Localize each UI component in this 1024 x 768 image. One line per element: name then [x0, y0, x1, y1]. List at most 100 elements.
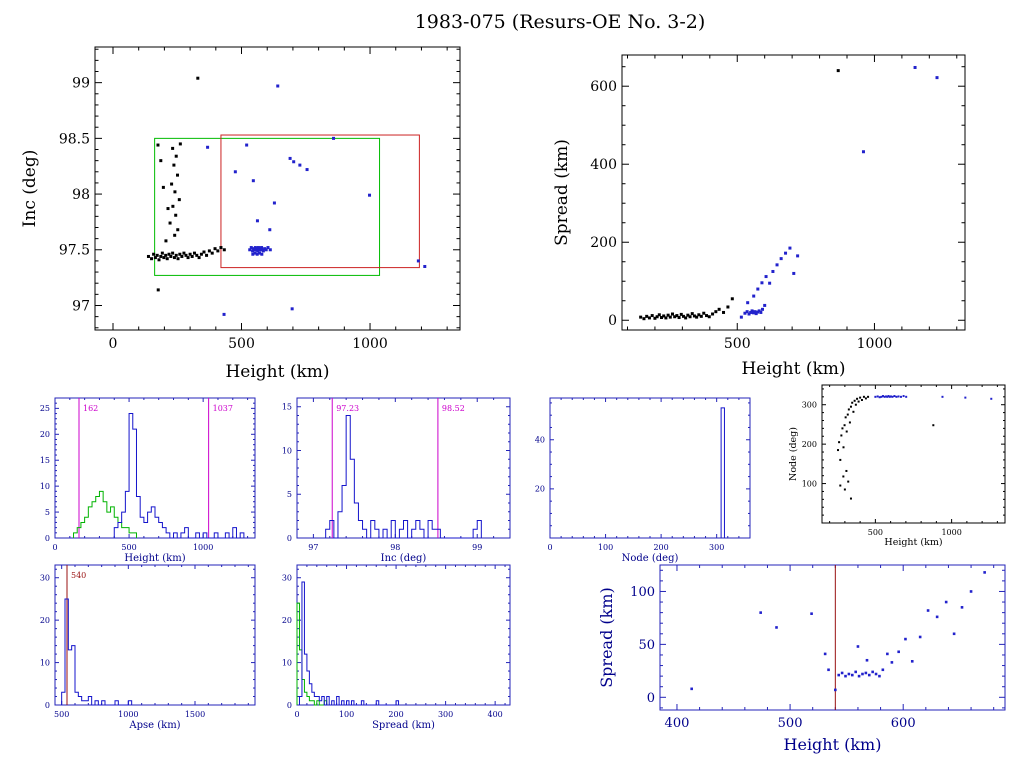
- x-tick-label: 98: [390, 543, 400, 552]
- red-selection-box: [220, 134, 420, 269]
- y-tick-label: 10: [40, 482, 50, 491]
- panel-spread-vs-height: 500 1000 0 200 400 600 Height (km) Spread (km): [552, 54, 966, 379]
- y-tick-label: 97.5: [59, 243, 90, 259]
- y-tick-label: 200: [802, 440, 817, 449]
- x-tick-label: 0: [294, 710, 299, 719]
- marker-line-label: 540: [71, 571, 86, 580]
- x-tick-label: 1000: [941, 528, 961, 537]
- x-tick-label: 300: [438, 710, 453, 719]
- y-tick-label: 600: [590, 79, 617, 95]
- y-tick-label: 15: [40, 456, 50, 465]
- inc-vs-height-axes: 0 500 1000 97 97.5 98 98.5 99 Height (km) Inc (de…: [20, 46, 461, 382]
- spread-hist-green-hist: [296, 602, 328, 706]
- marker-line-label: 98.52: [442, 404, 465, 413]
- height-hist-green-hist: [73, 490, 137, 538]
- panel-spread-hist: 0 100 200 300 400 0 10 20 30 Spread (km): [282, 564, 511, 731]
- y-tick-label: 10: [282, 446, 292, 455]
- inc-vs-height-blue-objects: [206, 84, 427, 316]
- marker-line-label: 97.23: [336, 404, 359, 413]
- x-tick-label: 97: [308, 543, 318, 552]
- node-hist-blue-hist: [720, 407, 725, 538]
- y-tick-label: 300: [802, 401, 817, 410]
- panel-height-hist: 0 500 1000 0 5 10 15 20 25 Height (km) 162 1037: [40, 397, 256, 564]
- y-tick-label: 98: [72, 187, 90, 203]
- node-vs-height-axes: 500 1000 100 200 300 Height (km) Node (deg): [788, 384, 1006, 548]
- panel-apse-hist: 500 1000 1500 0 10 20 30 Apse (km) 540: [40, 564, 256, 731]
- y-tick-label: 5: [287, 490, 292, 499]
- spread-hist-axes: 0 100 200 300 400 0 10 20 30 Spread (km): [282, 564, 511, 731]
- y-tick-label: 0: [287, 534, 292, 543]
- panel-spread-vs-height-2: 400 500 600 0 50 100 Height (km) Spread (km): [597, 564, 1006, 754]
- panel-inc-vs-height: 0 500 1000 97 97.5 98 98.5 99 Height (km) Inc (de…: [20, 46, 461, 382]
- figure-title: 1983-075 (Resurs-OE No. 3-2): [415, 11, 706, 33]
- spread-vs-height-2-axes: 400 500 600 0 50 100 Height (km) Spread (km): [597, 564, 1006, 754]
- height-hist-xlabel: Height (km): [124, 553, 185, 564]
- y-tick-label: 0: [45, 701, 50, 710]
- panel-node-vs-height: 500 1000 100 200 300 Height (km) Node (deg): [788, 384, 1006, 548]
- spread-hist-blue-hist: [298, 581, 400, 706]
- y-tick-label: 15: [282, 403, 292, 412]
- marker-line-label: 162: [83, 404, 98, 413]
- y-tick-label: 0: [608, 313, 617, 329]
- inc-vs-height-xlabel: Height (km): [225, 362, 329, 382]
- x-tick-label: 0: [547, 543, 552, 552]
- node-vs-height-xlabel: Height (km): [884, 537, 942, 548]
- y-tick-label: 400: [590, 157, 617, 173]
- y-tick-label: 5: [45, 508, 50, 517]
- spread-hist-xlabel: Spread (km): [372, 720, 435, 731]
- panel-inc-hist: 97 98 99 0 5 10 15 Inc (deg) 97.23 98.52: [282, 397, 511, 564]
- x-tick-label: 500: [778, 716, 803, 731]
- x-tick-label: 1000: [857, 336, 893, 352]
- y-tick-label: 50: [638, 638, 655, 653]
- x-tick-label: 1000: [352, 336, 388, 352]
- inc-hist-axes: 97 98 99 0 5 10 15 Inc (deg): [282, 397, 511, 564]
- y-tick-label: 0: [287, 701, 292, 710]
- y-tick-label: 100: [630, 585, 655, 600]
- inc-hist-xlabel: Inc (deg): [381, 553, 427, 564]
- spread-vs-height-axes: 500 1000 0 200 400 600 Height (km) Spread (km): [552, 54, 966, 379]
- node-vs-height-black-objects: [837, 395, 935, 500]
- x-tick-label: 1000: [118, 710, 138, 719]
- y-tick-label: 0: [45, 534, 50, 543]
- y-tick-label: 98.5: [59, 131, 90, 147]
- spread-vs-height-xlabel: Height (km): [741, 359, 845, 379]
- spread-vs-height-black-objects: [639, 69, 840, 321]
- y-tick-label: 20: [282, 616, 292, 625]
- apse-hist-xlabel: Apse (km): [128, 720, 180, 731]
- x-tick-label: 500: [121, 543, 136, 552]
- x-tick-label: 400: [487, 710, 502, 719]
- x-tick-label: 100: [339, 710, 354, 719]
- y-tick-label: 200: [590, 235, 617, 251]
- x-tick-label: 100: [598, 543, 613, 552]
- spread-vs-height-2-xlabel: Height (km): [784, 735, 882, 754]
- spread-vs-height-ylabel: Spread (km): [552, 139, 572, 246]
- x-tick-label: 1000: [193, 543, 213, 552]
- y-tick-label: 20: [40, 616, 50, 625]
- x-tick-label: 99: [472, 543, 482, 552]
- inc-vs-height-ylabel: Inc (deg): [20, 150, 40, 228]
- y-tick-label: 100: [802, 479, 817, 488]
- x-tick-label: 300: [709, 543, 724, 552]
- green-selection-box: [154, 137, 381, 276]
- spread-vs-height-2-blue-objects: [690, 571, 986, 692]
- x-tick-label: 200: [388, 710, 403, 719]
- node-vs-height-ylabel: Node (deg): [788, 427, 799, 481]
- y-tick-label: 40: [535, 436, 545, 445]
- height-hist-blue-hist: [113, 413, 245, 539]
- y-tick-label: 20: [40, 430, 50, 439]
- inc-vs-height-black-objects: [146, 76, 226, 292]
- apse-hist-blue-hist: [61, 598, 133, 706]
- node-hist-axes: 0 100 200 300 20 40 Node (deg): [535, 397, 751, 564]
- panel-node-hist: 0 100 200 300 20 40 Node (deg): [535, 397, 751, 564]
- x-tick-label: 200: [653, 543, 668, 552]
- spread-vs-height-2-ylabel: Spread (km): [597, 587, 616, 688]
- y-tick-label: 30: [40, 574, 50, 583]
- inc-hist-blue-hist: [325, 415, 482, 539]
- x-tick-label: 500: [724, 336, 751, 352]
- node-hist-xlabel: Node (deg): [622, 553, 679, 564]
- y-tick-label: 0: [647, 691, 655, 706]
- marker-line-label: 1037: [213, 404, 233, 413]
- y-tick-label: 20: [535, 485, 545, 494]
- y-tick-label: 10: [282, 658, 292, 667]
